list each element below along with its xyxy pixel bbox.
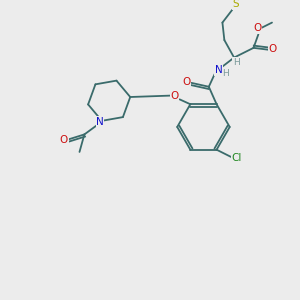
Text: O: O: [171, 92, 179, 101]
Text: N: N: [96, 117, 104, 127]
Text: S: S: [233, 0, 239, 9]
Text: H: H: [222, 69, 229, 78]
Text: O: O: [253, 23, 262, 33]
Text: N: N: [215, 65, 222, 75]
Text: O: O: [182, 77, 190, 87]
Text: O: O: [60, 135, 68, 145]
Text: Cl: Cl: [232, 153, 242, 164]
Text: H: H: [233, 58, 239, 67]
Text: O: O: [269, 44, 277, 54]
